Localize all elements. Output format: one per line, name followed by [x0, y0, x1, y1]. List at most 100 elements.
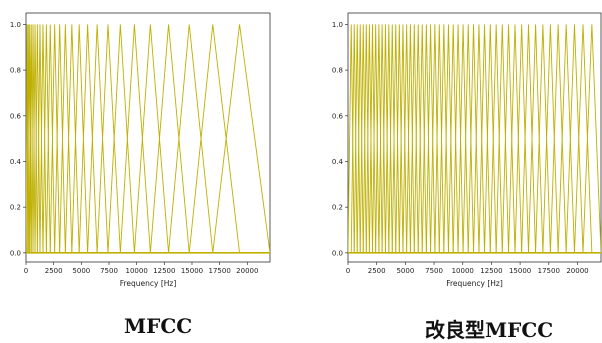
filter-triangle-23	[168, 24, 214, 253]
filter-triangle-4	[359, 24, 367, 253]
x-tick-label: 0	[346, 267, 350, 275]
filter-triangle-43	[535, 24, 551, 253]
x-tick-label: 15000	[509, 267, 531, 275]
filter-triangle-22	[421, 24, 432, 253]
filter-triangle-46	[557, 24, 575, 253]
filter-triangle-21	[133, 24, 170, 253]
filter-triangle-45	[549, 24, 567, 253]
filter-triangle-42	[528, 24, 544, 253]
x-tick-label: 2500	[368, 267, 386, 275]
x-tick-label: 17500	[209, 267, 231, 275]
filter-triangle-48	[574, 24, 593, 253]
filter-triangle-11	[49, 24, 61, 253]
filter-triangle-2	[27, 24, 32, 253]
filter-triangle-4	[30, 24, 36, 253]
filter-triangle-16	[78, 24, 98, 253]
filter-triangle-13	[388, 24, 397, 253]
filter-triangle-31	[462, 24, 474, 253]
filter-triangle-44	[542, 24, 559, 253]
filter-triangle-36	[489, 24, 503, 253]
filter-triangle-14	[64, 24, 80, 253]
x-tick-label: 7500	[100, 267, 118, 275]
x-tick-label: 7500	[425, 267, 443, 275]
x-tick-label: 12500	[153, 267, 175, 275]
x-tick-label: 0	[24, 267, 28, 275]
filter-triangle-9	[375, 24, 383, 253]
filter-triangle-18	[406, 24, 415, 253]
filter-triangle-38	[501, 24, 516, 253]
filter-triangle-3	[29, 24, 34, 253]
filter-triangle-29	[452, 24, 464, 253]
filter-triangle-11	[381, 24, 390, 253]
filter-triangle-24	[430, 24, 440, 253]
filter-triangle-28	[447, 24, 459, 253]
filter-triangle-1	[26, 24, 31, 253]
filter-triangle-26	[438, 24, 449, 253]
filter-triangle-14	[391, 24, 400, 253]
filter-triangle-7	[36, 24, 44, 253]
filter-triangle-1	[350, 24, 358, 253]
filter-lines	[26, 24, 270, 254]
filter-triangle-34	[478, 24, 491, 253]
x-tick-label: 17500	[538, 267, 560, 275]
x-tick-label: 5000	[72, 267, 90, 275]
x-tick-label: 2500	[45, 267, 63, 275]
filter-triangle-27	[443, 24, 454, 253]
filter-triangle-8	[372, 24, 380, 253]
filter-triangle-13	[59, 24, 73, 253]
filter-triangle-22	[149, 24, 190, 253]
y-tick-label: 0.6	[10, 112, 22, 120]
filter-triangle-24	[188, 24, 240, 253]
filter-triangle-47	[565, 24, 584, 253]
x-tick-label: 20000	[566, 267, 588, 275]
filter-triangle-12	[54, 24, 66, 253]
filter-triangle-23	[425, 24, 436, 253]
filter-triangle-25	[434, 24, 445, 253]
filter-triangle-15	[395, 24, 404, 253]
y-tick-label: 0.2	[10, 204, 21, 212]
x-axis-label: Frequency [Hz]	[120, 279, 177, 288]
filter-triangle-17	[87, 24, 109, 253]
filter-triangle-16	[398, 24, 408, 253]
filter-triangle-8	[39, 24, 47, 253]
filter-triangle-6	[34, 24, 41, 253]
y-tick-label: 1.0	[332, 21, 343, 29]
filter-triangle-12	[385, 24, 393, 253]
y-tick-label: 0.0	[332, 249, 343, 257]
y-tick-label: 0.8	[332, 67, 343, 75]
y-tick-label: 0.2	[332, 204, 343, 212]
filter-triangle-2	[353, 24, 361, 253]
filter-triangle-6	[365, 24, 373, 253]
left-caption: MFCC	[124, 314, 193, 338]
filter-triangle-10	[45, 24, 56, 253]
filter-triangle-25	[212, 24, 270, 253]
filter-triangle-19	[409, 24, 419, 253]
y-tick-label: 0.8	[10, 67, 21, 75]
filter-triangle-40	[514, 24, 529, 253]
x-tick-label: 20000	[236, 267, 258, 275]
x-tick-label: 5000	[396, 267, 414, 275]
filter-triangle-20	[119, 24, 151, 253]
chart-panel-0: 0 2500 5000 7500 10000 12500 15000 17500 20000 0.…	[10, 12, 271, 288]
filter-triangle-41	[521, 24, 537, 253]
filter-triangle-33	[473, 24, 485, 253]
y-tick-label: 0.0	[10, 249, 21, 257]
filter-triangle-0	[348, 24, 355, 253]
y-tick-label: 0.6	[332, 112, 344, 120]
filter-triangle-35	[484, 24, 497, 253]
filter-triangle-37	[495, 24, 509, 253]
filter-triangle-10	[378, 24, 386, 253]
filter-triangle-30	[457, 24, 469, 253]
filter-triangle-5	[32, 24, 38, 253]
x-tick-label: 10000	[126, 267, 148, 275]
filter-triangle-5	[362, 24, 370, 253]
filter-triangle-49	[582, 24, 601, 253]
filter-triangle-21	[417, 24, 427, 253]
x-tick-label: 15000	[181, 267, 203, 275]
x-tick-label: 12500	[480, 267, 502, 275]
filter-triangle-17	[402, 24, 411, 253]
filter-triangle-15	[71, 24, 89, 253]
y-tick-label: 0.4	[332, 158, 344, 166]
x-tick-label: 10000	[452, 267, 474, 275]
